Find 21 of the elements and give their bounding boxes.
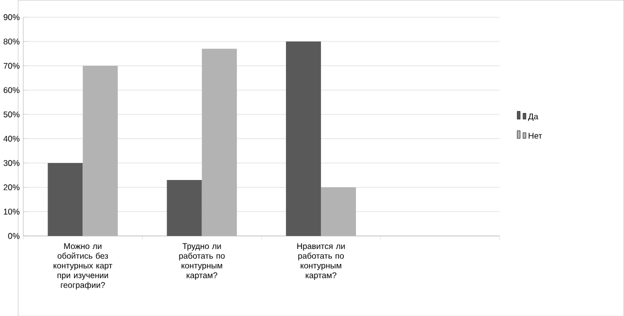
bar <box>320 187 356 236</box>
bar <box>82 66 118 236</box>
bar <box>202 48 237 236</box>
y-tick-label: 70% <box>4 62 20 69</box>
y-tick-label: 10% <box>4 208 20 214</box>
y-tick-label: 90% <box>4 14 20 20</box>
legend-label: Нет <box>528 132 542 139</box>
x-tick-label: Нравится ли работать по контурным картам? <box>297 243 345 280</box>
bar <box>286 41 321 236</box>
bar <box>166 180 202 236</box>
y-tick-label: 80% <box>4 38 20 44</box>
y-tick-label: 20% <box>4 184 20 190</box>
x-tick-label: Можно ли обойтись без контурных карт при изучении географии? <box>54 243 112 290</box>
x-tick-label: Трудно ли работать по контурным картам? <box>179 243 225 280</box>
legend-label: Да <box>528 113 538 121</box>
y-tick-label: 0% <box>8 232 20 239</box>
y-tick-label: 40% <box>3 136 20 142</box>
bar <box>48 162 83 236</box>
y-tick-label: 60% <box>4 87 20 93</box>
y-tick-label: 50% <box>4 111 20 118</box>
y-tick-label: 30% <box>4 160 20 166</box>
